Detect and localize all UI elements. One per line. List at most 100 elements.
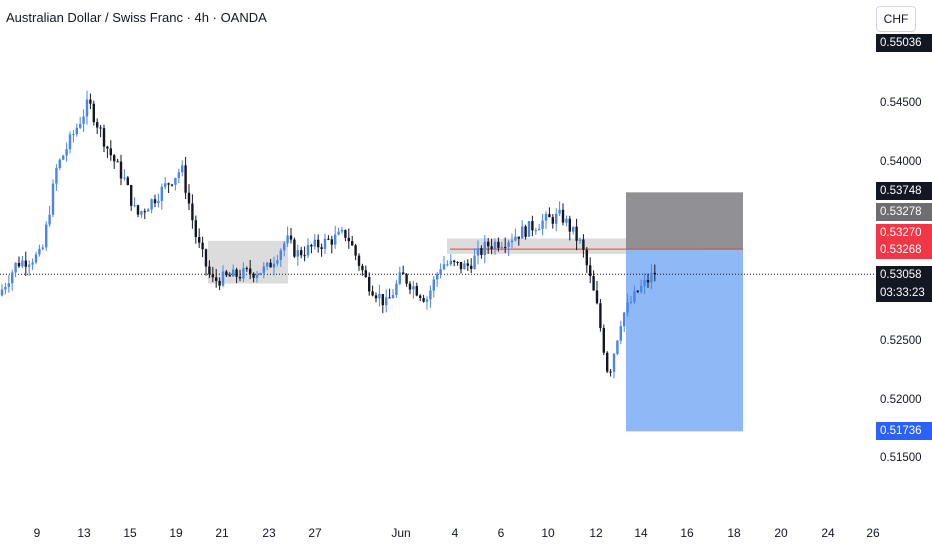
candle-body — [116, 161, 119, 163]
supply-demand-zone — [208, 240, 288, 284]
candle-body — [0, 289, 4, 296]
candle-body — [184, 165, 187, 193]
position-target-area — [626, 249, 743, 432]
candle-body — [463, 263, 466, 270]
candle-body — [405, 274, 408, 284]
candle-body — [354, 245, 357, 256]
candle-body — [293, 239, 296, 257]
candle-body — [602, 327, 605, 353]
candle-body — [619, 326, 622, 341]
candle-body — [24, 260, 27, 267]
candle-body — [599, 303, 602, 328]
candle-body — [7, 283, 10, 287]
candle-body — [555, 213, 558, 224]
candle-body — [109, 148, 112, 156]
candle-body — [317, 239, 320, 248]
candle-body — [238, 276, 242, 279]
candle-body — [504, 246, 507, 248]
candle-body — [306, 244, 310, 256]
x-axis-tick: 18 — [727, 526, 741, 540]
candle-body — [133, 205, 136, 207]
candle-body — [473, 255, 476, 269]
candle-body — [187, 192, 191, 204]
candle-body — [609, 371, 612, 373]
candle-body — [534, 230, 537, 232]
candle-body — [582, 239, 585, 250]
candle-body — [453, 260, 456, 262]
candle-body — [272, 263, 276, 268]
candle-body — [429, 290, 432, 300]
candle-body — [126, 177, 129, 186]
candle-body — [538, 228, 541, 231]
candle-body — [21, 260, 24, 267]
candle-body — [568, 218, 571, 232]
candle-body — [215, 277, 218, 281]
candle-body — [361, 265, 364, 271]
y-axis-tick: 0.52500 — [880, 335, 922, 347]
candle-body — [96, 122, 99, 128]
candle-body — [497, 241, 500, 248]
candle-body — [592, 276, 595, 291]
candle-body — [476, 248, 480, 256]
x-axis-tick: 27 — [308, 526, 322, 540]
candle-body — [415, 286, 418, 296]
x-axis-tick: 9 — [33, 526, 41, 540]
candle-body — [425, 299, 429, 302]
candle-body — [164, 183, 167, 187]
candle-body — [286, 235, 289, 244]
candle-body — [595, 290, 599, 304]
candle-body — [150, 199, 153, 210]
candle-body — [374, 295, 378, 299]
candle-body — [58, 159, 61, 169]
candle-body — [330, 239, 333, 245]
candle-body — [487, 241, 490, 247]
candle-body — [432, 279, 435, 291]
candle-body — [310, 244, 313, 247]
candle-body — [483, 241, 486, 255]
candle-body — [157, 200, 160, 204]
candle-body — [565, 218, 568, 223]
candle-body — [232, 269, 235, 277]
candle-body — [313, 239, 316, 247]
candle-body — [99, 127, 102, 129]
y-axis-tick: 0.54500 — [880, 97, 922, 109]
candle-body — [436, 274, 439, 280]
candle-body — [201, 242, 204, 250]
candle-body — [442, 264, 446, 270]
candle-body — [493, 241, 497, 249]
y-axis-tick: 0.54000 — [880, 156, 922, 168]
x-axis-tick: 12 — [589, 526, 603, 540]
candle-body — [334, 234, 337, 245]
candle-body — [55, 168, 58, 184]
candle-body — [136, 205, 140, 215]
candle-body — [211, 274, 214, 278]
candle-body — [167, 183, 170, 185]
candle-body — [140, 211, 143, 215]
candle-body — [633, 290, 636, 302]
candle-body — [228, 275, 231, 277]
candle-body — [296, 250, 299, 257]
x-axis-tick: 15 — [123, 526, 137, 540]
candle-body — [575, 226, 578, 241]
candle-body — [612, 353, 616, 372]
y-axis-tick: 0.51500 — [880, 452, 922, 464]
candle-body — [283, 243, 286, 251]
candle-body — [198, 237, 201, 243]
candle-body — [14, 262, 17, 273]
currency-button[interactable]: CHF — [876, 6, 916, 32]
candle-body — [517, 236, 520, 239]
candle-body — [650, 272, 653, 283]
candle-body — [340, 229, 344, 232]
bar-countdown: 03:33:23 — [876, 284, 932, 302]
candle-body — [541, 220, 544, 229]
candle-body — [446, 264, 449, 266]
candle-body — [143, 211, 146, 213]
position-stop-area — [626, 192, 743, 250]
candle-body — [276, 259, 279, 264]
candle-body — [643, 279, 646, 286]
candle-body — [395, 283, 398, 295]
candle-body — [626, 302, 629, 313]
candle-body — [181, 165, 184, 173]
candle-body — [561, 209, 565, 223]
